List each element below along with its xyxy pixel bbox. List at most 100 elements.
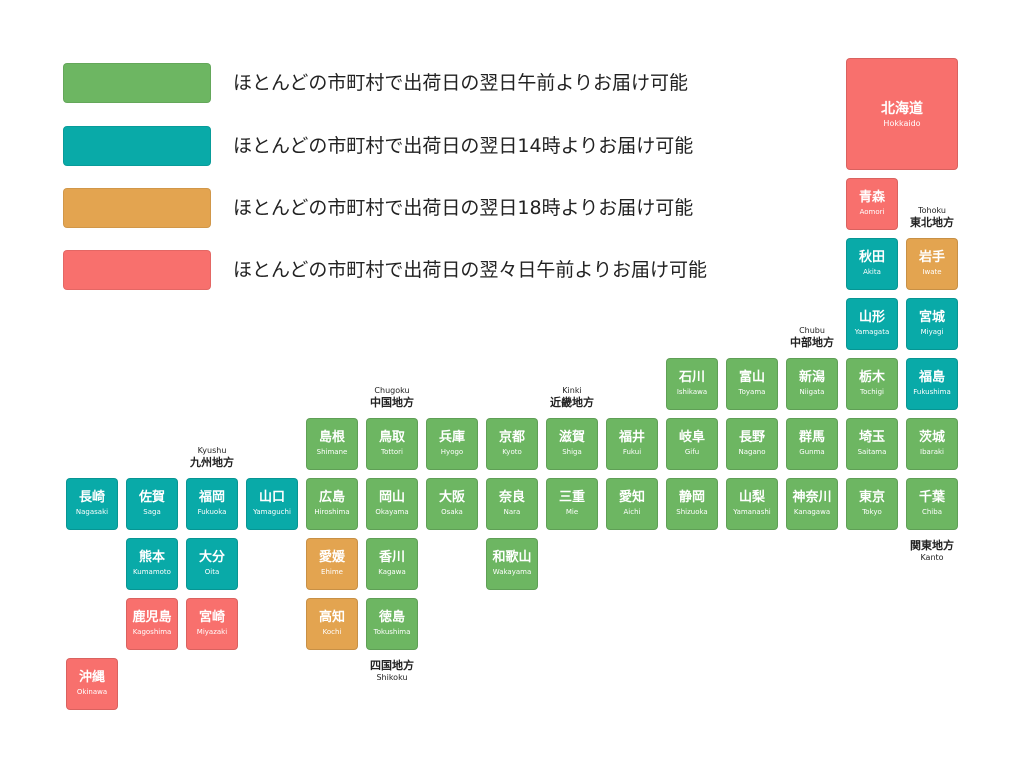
prefecture-tochigi[interactable]: 栃木 Tochigi <box>846 358 898 410</box>
prefecture-name: 石川 <box>678 370 705 385</box>
prefecture-osaka[interactable]: 大阪 Osaka <box>426 478 478 530</box>
prefecture-hyogo[interactable]: 兵庫 Hyogo <box>426 418 478 470</box>
prefecture-niigata[interactable]: 新潟 Niigata <box>786 358 838 410</box>
prefecture-name: 滋賀 <box>558 430 585 445</box>
prefecture-toyama[interactable]: 富山 Toyama <box>726 358 778 410</box>
prefecture-name: 徳島 <box>378 610 405 625</box>
prefecture-name-en: Yamagata <box>854 328 890 336</box>
region-label-shikoku: 四国地方 Shikoku <box>342 659 442 683</box>
prefecture-tottori[interactable]: 鳥取 Tottori <box>366 418 418 470</box>
prefecture-gunma[interactable]: 群馬 Gunma <box>786 418 838 470</box>
prefecture-name: 岩手 <box>918 250 945 265</box>
prefecture-fukuoka[interactable]: 福岡 Fukuoka <box>186 478 238 530</box>
prefecture-name-en: Fukui <box>622 448 642 456</box>
prefecture-hokkaido[interactable]: 北海道 Hokkaido <box>846 58 958 170</box>
region-name: 中国地方 <box>370 396 414 409</box>
prefecture-miyazaki[interactable]: 宮崎 Miyazaki <box>186 598 238 650</box>
prefecture-name: 熊本 <box>138 550 165 565</box>
legend-item-next-day-18: ほとんどの市町村で出荷日の翌日18時よりお届け可能 <box>63 188 723 230</box>
prefecture-yamaguchi[interactable]: 山口 Yamaguchi <box>246 478 298 530</box>
prefecture-name-en: Ehime <box>321 568 343 576</box>
prefecture-name: 千葉 <box>918 490 945 505</box>
prefecture-name-en: Nagasaki <box>75 508 109 516</box>
prefecture-oita[interactable]: 大分 Oita <box>186 538 238 590</box>
prefecture-ishikawa[interactable]: 石川 Ishikawa <box>666 358 718 410</box>
prefecture-name-en: Miyazaki <box>196 628 228 636</box>
prefecture-name-en: Okayama <box>375 508 409 516</box>
prefecture-shizuoka[interactable]: 静岡 Shizuoka <box>666 478 718 530</box>
prefecture-name-en: Ibaraki <box>920 448 944 456</box>
region-label-kinki: Kinki 近畿地方 <box>522 386 622 410</box>
prefecture-name: 山梨 <box>738 490 765 505</box>
prefecture-ibaraki[interactable]: 茨城 Ibaraki <box>906 418 958 470</box>
region-name: 関東地方 <box>910 539 954 552</box>
prefecture-shiga[interactable]: 滋賀 Shiga <box>546 418 598 470</box>
prefecture-okayama[interactable]: 岡山 Okayama <box>366 478 418 530</box>
prefecture-iwate[interactable]: 岩手 Iwate <box>906 238 958 290</box>
prefecture-nara[interactable]: 奈良 Nara <box>486 478 538 530</box>
region-name-en: Kanto <box>920 553 944 562</box>
legend-swatch <box>63 250 211 290</box>
prefecture-name-en: Yamanashi <box>733 508 771 516</box>
prefecture-nagano[interactable]: 長野 Nagano <box>726 418 778 470</box>
region-name-en: Tohoku <box>918 206 946 215</box>
prefecture-chiba[interactable]: 千葉 Chiba <box>906 478 958 530</box>
prefecture-name: 沖縄 <box>78 670 105 685</box>
prefecture-name-en: Nagano <box>738 448 766 456</box>
prefecture-name-en: Shizuoka <box>676 508 708 516</box>
prefecture-ehime[interactable]: 愛媛 Ehime <box>306 538 358 590</box>
prefecture-yamagata[interactable]: 山形 Yamagata <box>846 298 898 350</box>
prefecture-miyagi[interactable]: 宮城 Miyagi <box>906 298 958 350</box>
prefecture-aomori[interactable]: 青森 Aomori <box>846 178 898 230</box>
prefecture-name: 高知 <box>318 610 345 625</box>
prefecture-name-en: Shiga <box>562 448 582 456</box>
prefecture-name: 広島 <box>318 490 345 505</box>
prefecture-saga[interactable]: 佐賀 Saga <box>126 478 178 530</box>
prefecture-gifu[interactable]: 岐阜 Gifu <box>666 418 718 470</box>
prefecture-akita[interactable]: 秋田 Akita <box>846 238 898 290</box>
prefecture-name-en: Hyogo <box>440 448 464 456</box>
prefecture-name: 鹿児島 <box>132 610 172 625</box>
prefecture-fukushima[interactable]: 福島 Fukushima <box>906 358 958 410</box>
prefecture-yamanashi[interactable]: 山梨 Yamanashi <box>726 478 778 530</box>
prefecture-kochi[interactable]: 高知 Kochi <box>306 598 358 650</box>
legend-label: ほとんどの市町村で出荷日の翌々日午前よりお届け可能 <box>233 259 708 281</box>
legend-item-next-day-14: ほとんどの市町村で出荷日の翌日14時よりお届け可能 <box>63 126 723 168</box>
prefecture-tokushima[interactable]: 徳島 Tokushima <box>366 598 418 650</box>
prefecture-name: 東京 <box>858 490 885 505</box>
prefecture-mie[interactable]: 三重 Mie <box>546 478 598 530</box>
prefecture-name-en: Nara <box>503 508 521 516</box>
prefecture-name: 宮城 <box>918 310 945 325</box>
prefecture-name: 愛媛 <box>318 550 345 565</box>
prefecture-kyoto[interactable]: 京都 Kyoto <box>486 418 538 470</box>
prefecture-okinawa[interactable]: 沖縄 Okinawa <box>66 658 118 710</box>
prefecture-name: 山形 <box>858 310 885 325</box>
prefecture-saitama[interactable]: 埼玉 Saitama <box>846 418 898 470</box>
prefecture-name-en: Hiroshima <box>314 508 350 516</box>
region-name-en: Kyushu <box>197 446 227 455</box>
prefecture-fukui[interactable]: 福井 Fukui <box>606 418 658 470</box>
prefecture-name: 静岡 <box>678 490 705 505</box>
prefecture-name: 奈良 <box>498 490 525 505</box>
region-name-en: Chubu <box>799 326 825 335</box>
legend-item-two-days-am: ほとんどの市町村で出荷日の翌々日午前よりお届け可能 <box>63 250 723 292</box>
prefecture-kumamoto[interactable]: 熊本 Kumamoto <box>126 538 178 590</box>
prefecture-tokyo[interactable]: 東京 Tokyo <box>846 478 898 530</box>
prefecture-name-en: Oita <box>204 568 220 576</box>
prefecture-hiroshima[interactable]: 広島 Hiroshima <box>306 478 358 530</box>
prefecture-wakayama[interactable]: 和歌山 Wakayama <box>486 538 538 590</box>
region-label-chugoku: Chugoku 中国地方 <box>342 386 442 410</box>
prefecture-name-en: Aichi <box>623 508 641 516</box>
prefecture-kagawa[interactable]: 香川 Kagawa <box>366 538 418 590</box>
prefecture-shimane[interactable]: 島根 Shimane <box>306 418 358 470</box>
prefecture-name: 宮崎 <box>198 610 225 625</box>
prefecture-name-en: Toyama <box>738 388 766 396</box>
prefecture-aichi[interactable]: 愛知 Aichi <box>606 478 658 530</box>
prefecture-name-en: Fukushima <box>913 388 951 396</box>
prefecture-name: 香川 <box>378 550 405 565</box>
legend-label: ほとんどの市町村で出荷日の翌日午前よりお届け可能 <box>233 72 689 94</box>
prefecture-name-en: Osaka <box>441 508 463 516</box>
prefecture-kanagawa[interactable]: 神奈川 Kanagawa <box>786 478 838 530</box>
prefecture-nagasaki[interactable]: 長崎 Nagasaki <box>66 478 118 530</box>
prefecture-kagoshima[interactable]: 鹿児島 Kagoshima <box>126 598 178 650</box>
